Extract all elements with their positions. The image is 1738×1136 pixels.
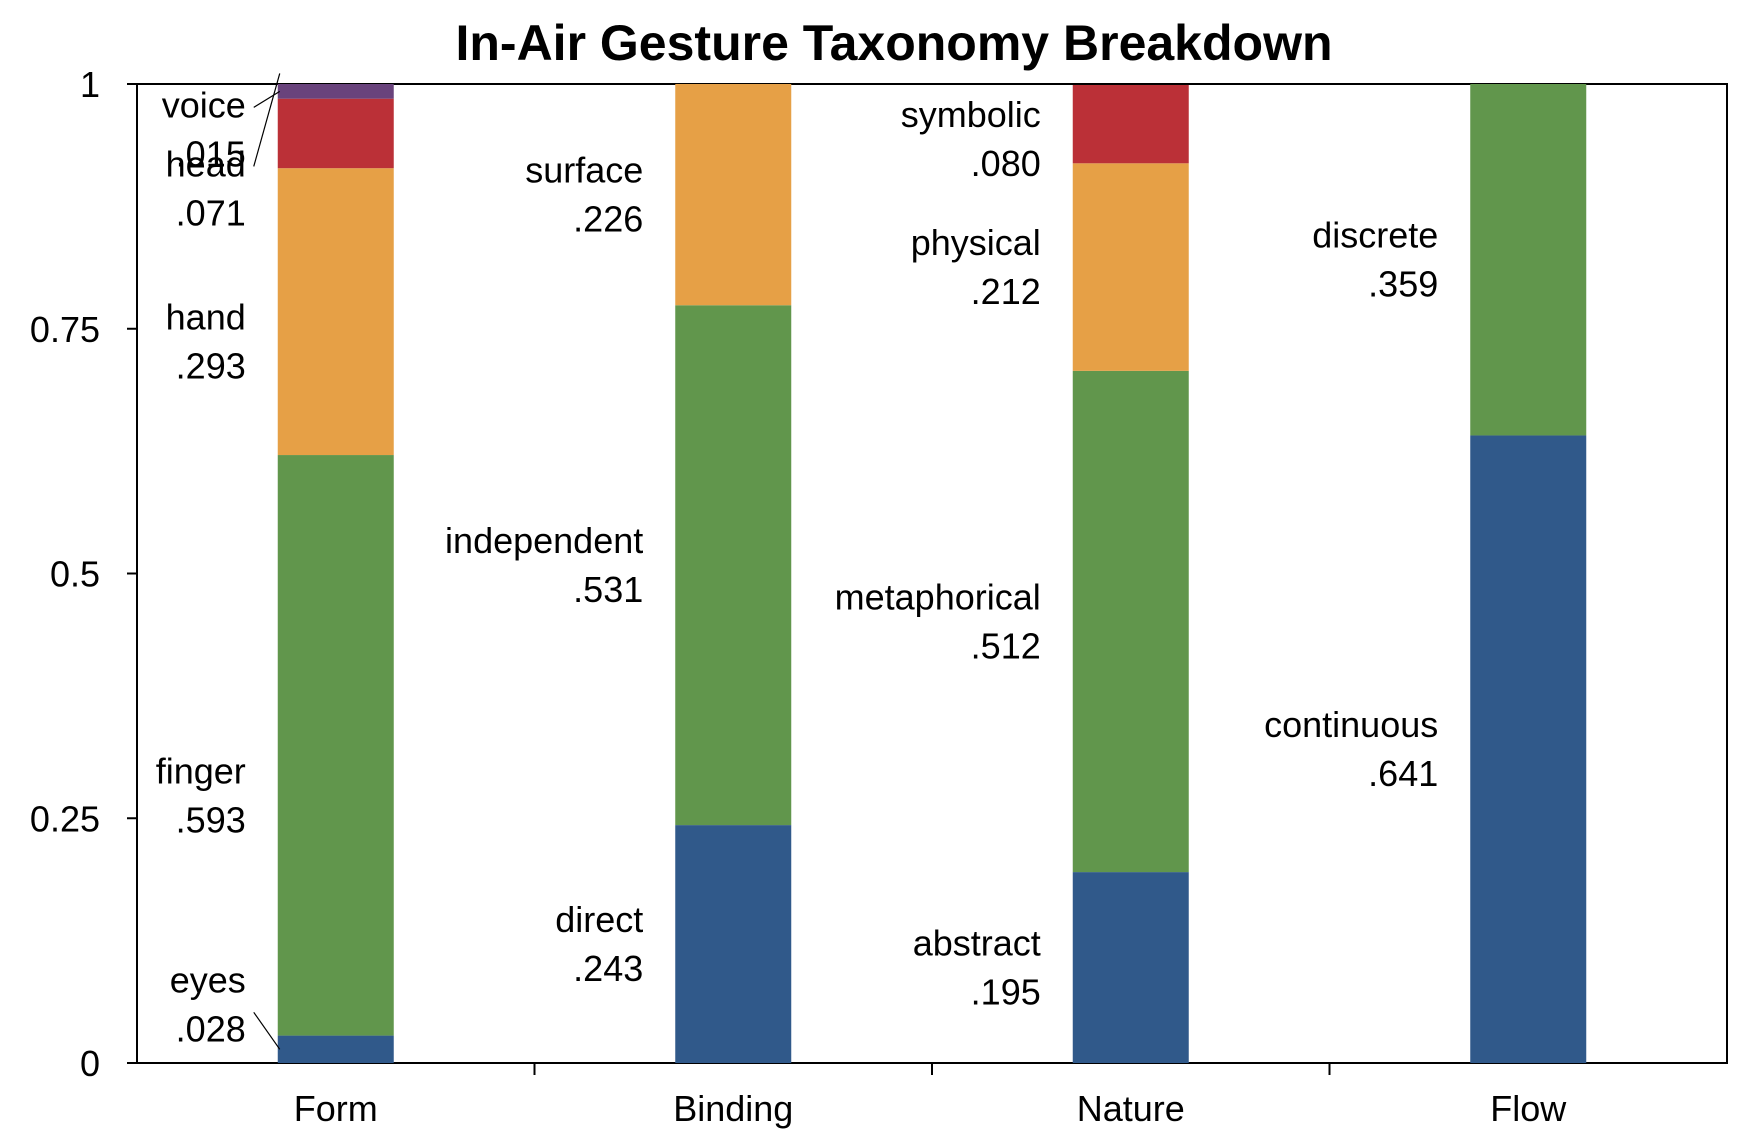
chart-title: In-Air Gesture Taxonomy Breakdown (455, 15, 1332, 71)
bar-form-head (277, 98, 394, 169)
segment-name-label: symbolic (901, 94, 1041, 135)
segment-value-label: .080 (971, 143, 1041, 184)
leader-line-voice (253, 90, 281, 108)
segment-name-label: surface (525, 150, 643, 191)
y-tick-label: 1 (80, 64, 100, 105)
segment-name-label: abstract (913, 923, 1041, 964)
x-tick-label: Nature (1077, 1088, 1185, 1129)
segment-value-label: .028 (176, 1008, 246, 1049)
segment-name-label: voice (162, 84, 246, 125)
segment-value-label: .243 (573, 948, 643, 989)
segment-value-label: .359 (1368, 264, 1438, 305)
bar-form-finger (277, 455, 394, 1036)
segment-name-label: hand (166, 297, 246, 338)
segment-value-label: .593 (176, 799, 246, 840)
segment-name-label: direct (555, 899, 643, 940)
segment-value-label: .293 (176, 346, 246, 387)
segment-name-label: physical (911, 222, 1041, 263)
segment-name-label: metaphorical (835, 576, 1041, 617)
segment-name-label: finger (156, 750, 246, 791)
segment-value-label: .195 (971, 972, 1041, 1013)
x-tick-label: Flow (1490, 1088, 1567, 1129)
y-tick-label: 0.75 (30, 309, 100, 350)
bar-form-eyes (277, 1035, 394, 1063)
bar-form-voice (277, 84, 394, 99)
segment-value-label: .641 (1368, 753, 1438, 794)
segment-value-label: .071 (176, 192, 246, 233)
bar-nature-abstract (1072, 872, 1189, 1063)
bar-flow-discrete (1470, 84, 1587, 436)
y-tick-label: 0.5 (50, 554, 100, 595)
segment-name-label: head (166, 143, 246, 184)
bar-binding-direct (675, 825, 792, 1063)
bar-binding-independent (675, 305, 792, 826)
bar-nature-physical (1072, 163, 1189, 371)
bar-flow-continuous (1470, 435, 1587, 1063)
bar-nature-symbolic (1072, 84, 1189, 164)
bar-form-hand (277, 168, 394, 456)
segment-value-label: .226 (573, 199, 643, 240)
x-tick-label: Binding (673, 1088, 793, 1129)
bar-nature-metaphorical (1072, 370, 1189, 873)
segment-name-label: independent (445, 520, 643, 561)
segment-value-label: .015 (176, 133, 246, 174)
segment-value-label: .512 (971, 625, 1041, 666)
segment-name-label: discrete (1312, 215, 1438, 256)
leader-line-head (253, 73, 281, 167)
segment-value-label: .212 (971, 271, 1041, 312)
leader-line-eyes (253, 1011, 281, 1050)
segment-name-label: eyes (170, 959, 246, 1000)
bar-binding-surface (675, 84, 792, 306)
plot-area: 0 0.25 0.5 0.75 1 eyes .028 finger .593 hand .293 h… (30, 64, 1728, 1129)
segment-name-label: continuous (1264, 704, 1438, 745)
segment-value-label: .531 (573, 569, 643, 610)
x-tick-label: Form (294, 1088, 378, 1129)
y-tick-label: 0 (80, 1043, 100, 1084)
y-tick-label: 0.25 (30, 798, 100, 839)
